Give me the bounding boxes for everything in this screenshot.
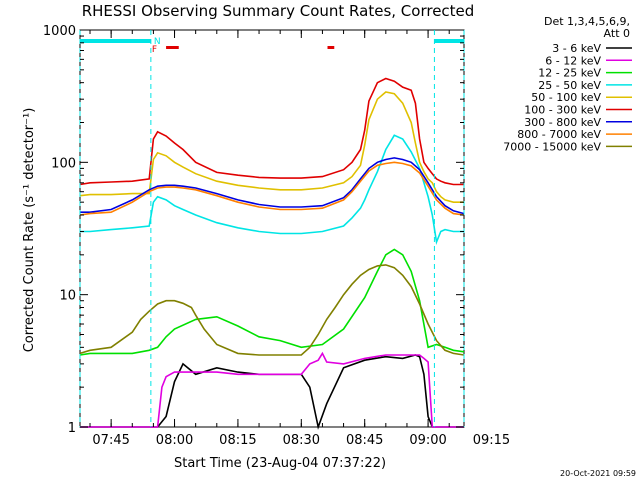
- y-tick-label: 1: [68, 421, 76, 436]
- x-tick-label: 09:00: [409, 433, 446, 448]
- legend-entry-label: 7000 - 15000 keV: [503, 140, 601, 153]
- chart-title: RHESSI Observing Summary Count Rates, Co…: [82, 2, 475, 20]
- night-bar: [434, 39, 464, 43]
- legend-entry-label: 800 - 7000 keV: [517, 128, 601, 141]
- footer-date: 20-Oct-2021 09:59: [560, 469, 636, 478]
- legend-entry-label: 12 - 25 keV: [538, 67, 601, 80]
- y-tick-label: 10: [59, 289, 76, 304]
- legend-entry-label: 300 - 800 keV: [524, 116, 601, 129]
- legend-entry-label: 100 - 300 keV: [524, 104, 601, 117]
- y-tick-label: 1000: [43, 24, 76, 39]
- series-line-5: [79, 77, 464, 186]
- series-line-1: [80, 351, 464, 428]
- flare-marker: [327, 46, 335, 49]
- legend-attenuator: Att 0: [604, 27, 630, 40]
- x-tick-label: 08:00: [156, 433, 193, 448]
- flare-marker: [166, 46, 179, 49]
- x-tick-label: 08:15: [219, 433, 256, 448]
- series-line-0: [80, 354, 464, 430]
- flare-flag-label: F: [152, 45, 157, 55]
- axis-layer: 1 10 100 1000 07:45 08:00 08:15 08:30 08:45 09:00…: [43, 24, 510, 448]
- night-flag-label: N: [154, 37, 161, 47]
- night-bar: [80, 39, 151, 43]
- legend-header: Det 1,3,4,5,6,9,: [544, 15, 630, 28]
- legend-entry-label: 50 - 100 keV: [531, 91, 601, 104]
- x-tick-label: 08:45: [346, 433, 383, 448]
- legend-entry-label: 25 - 50 keV: [538, 79, 601, 92]
- series-line-4: [79, 91, 464, 203]
- x-tick-label: 09:15: [473, 433, 510, 448]
- series-line-6: [80, 157, 465, 215]
- x-tick-label: 07:45: [92, 433, 129, 448]
- x-tick-label: 08:30: [283, 433, 320, 448]
- plot-frame: [79, 29, 465, 428]
- series-layer: [79, 77, 465, 430]
- series-line-2: [79, 248, 465, 356]
- series-line-3: [80, 134, 464, 245]
- flag-layer: NF: [79, 30, 465, 427]
- y-tick-label: 100: [51, 156, 76, 171]
- legend-entry-label: 3 - 6 keV: [552, 42, 601, 55]
- series-line-8: [79, 264, 465, 356]
- y-axis-label: Corrected Count Rate (s⁻¹ detector⁻¹): [22, 108, 37, 353]
- series-line-7: [79, 161, 465, 216]
- legend-entry-label: 6 - 12 keV: [545, 54, 601, 67]
- x-axis-label: Start Time (23-Aug-04 07:37:22): [174, 456, 386, 471]
